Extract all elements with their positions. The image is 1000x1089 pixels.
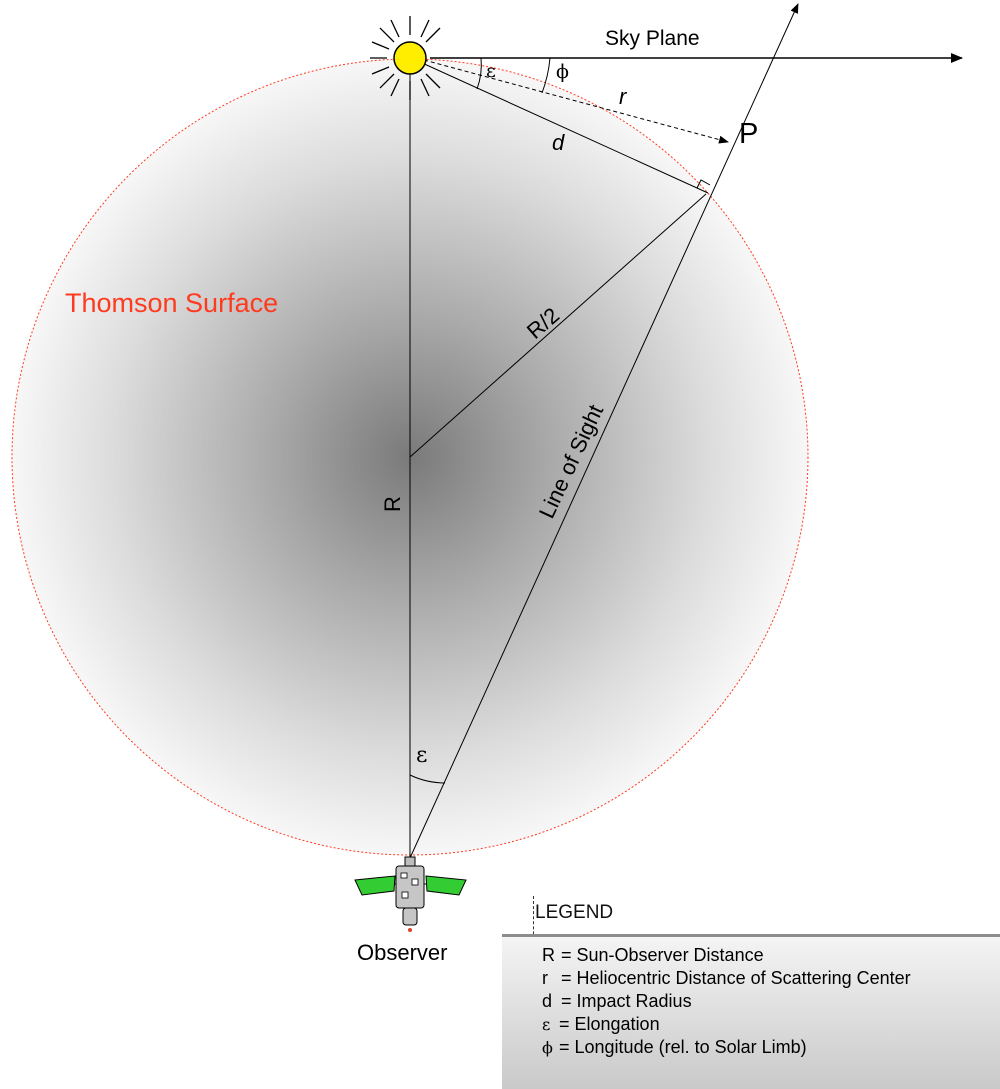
- half-radius-line: [409, 193, 707, 458]
- legend-item-elongation: ε = Elongation: [542, 1014, 660, 1035]
- phi-arc: [541, 57, 551, 94]
- legend-item-impact-radius: d = Impact Radius: [542, 991, 692, 1012]
- observer-label: Observer: [357, 940, 447, 965]
- legend-text: = Longitude (rel. to Solar Limb): [554, 1037, 807, 1057]
- right-angle-marker: [696, 179, 711, 189]
- big-r-label: R: [380, 496, 405, 512]
- epsilon-top-arc: [476, 57, 482, 90]
- legend-text: = Elongation: [554, 1014, 660, 1034]
- impact-radius-line: [419, 61, 709, 194]
- legend-symbol: d: [542, 991, 553, 1011]
- line-of-sight-line: [409, 3, 799, 859]
- legend-text: = Heliocentric Distance of Scattering Ce…: [556, 968, 911, 988]
- legend-box: R = Sun-Observer Distance r = Heliocentr…: [502, 934, 1000, 1089]
- epsilon-top-label: ε: [486, 60, 496, 82]
- legend-symbol: R: [542, 945, 555, 965]
- legend-symbol: r: [542, 968, 548, 988]
- epsilon-bottom-label: ε: [416, 743, 427, 768]
- thomson-surface-label: Thomson Surface: [65, 288, 278, 318]
- small-r-label: r: [619, 84, 628, 109]
- epsilon-bottom-arc: [409, 774, 446, 784]
- legend-item-longitude: ϕ = Longitude (rel. to Solar Limb): [542, 1037, 807, 1058]
- legend-text: = Impact Radius: [556, 991, 692, 1011]
- p-label: P: [739, 118, 758, 150]
- legend-item-sun-observer-distance: R = Sun-Observer Distance: [542, 945, 764, 966]
- d-label: d: [552, 130, 565, 155]
- heliocentric-distance-line: [423, 59, 729, 144]
- legend: LEGEND R = Sun-Observer Distance r = Hel…: [498, 896, 1000, 1089]
- legend-symbol: ε: [542, 1015, 551, 1034]
- phi-label: ϕ: [556, 61, 569, 83]
- legend-symbol: ϕ: [542, 1038, 553, 1057]
- sun-icon: [370, 16, 441, 100]
- legend-title: LEGEND: [535, 902, 614, 923]
- sky-plane-label: Sky Plane: [605, 27, 700, 50]
- satellite-icon: [354, 856, 467, 932]
- legend-item-heliocentric-distance: r = Heliocentric Distance of Scattering …: [542, 968, 911, 989]
- legend-text: = Sun-Observer Distance: [556, 945, 764, 965]
